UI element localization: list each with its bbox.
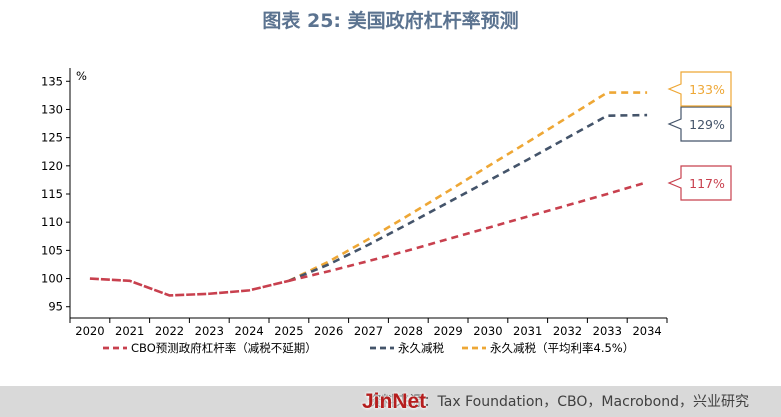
- x-tick-label: 2025: [274, 324, 303, 338]
- callout-box: [667, 106, 732, 142]
- series-line-forecast: [288, 180, 648, 283]
- series-line-forecast: [288, 113, 648, 283]
- y-tick-label: 110: [41, 215, 63, 229]
- x-tick-label: 2024: [234, 324, 263, 338]
- x-tick-label: 2032: [553, 324, 582, 338]
- source-text: 资料来源：Tax Foundation，CBO，Macrobond，兴业研究: [367, 394, 749, 410]
- chart-title: 图表 25: 美国政府杠杆率预测: [262, 10, 519, 32]
- x-tick-label: 2028: [394, 324, 423, 338]
- y-tick-label: 100: [41, 272, 63, 286]
- watermark-logo: JinNet: [362, 390, 427, 413]
- x-tick-label: 2021: [115, 324, 144, 338]
- callout-label: 117%: [689, 176, 725, 191]
- x-tick-label: 2033: [593, 324, 622, 338]
- x-tick-label: 2027: [354, 324, 383, 338]
- y-tick-label: 105: [41, 243, 63, 257]
- y-tick-label: 135: [41, 74, 63, 88]
- series-line-forecast: [288, 91, 648, 282]
- x-tick-label: 2023: [195, 324, 224, 338]
- footer-bar: 资料来源：Tax Foundation，CBO，Macrobond，兴业研究: [0, 386, 781, 417]
- y-unit-label: %: [76, 69, 87, 83]
- x-tick-label: 2026: [314, 324, 343, 338]
- y-tick-label: 130: [41, 102, 63, 116]
- callout-box: [667, 165, 732, 201]
- y-tick-label: 120: [41, 159, 63, 173]
- y-tick-label: 125: [41, 131, 63, 145]
- series-line-history: [89, 277, 290, 297]
- callout-box: [667, 71, 732, 107]
- x-tick-label: 2029: [433, 324, 462, 338]
- legend-label: 永久减税（平均利率4.5%）: [490, 341, 634, 355]
- x-tick-label: 2020: [75, 324, 104, 338]
- y-tick-label: 115: [41, 187, 63, 201]
- callout-label: 133%: [689, 82, 725, 97]
- x-tick-label: 2034: [632, 324, 661, 338]
- legend-label: 永久减税: [398, 341, 444, 355]
- x-tick-label: 2022: [155, 324, 184, 338]
- x-tick-label: 2030: [473, 324, 502, 338]
- x-tick-label: 2031: [513, 324, 542, 338]
- legend-label: CBO预测政府杠杆率（减税不延期）: [131, 341, 317, 355]
- y-tick-label: 95: [48, 300, 63, 314]
- callout-label: 129%: [689, 117, 725, 132]
